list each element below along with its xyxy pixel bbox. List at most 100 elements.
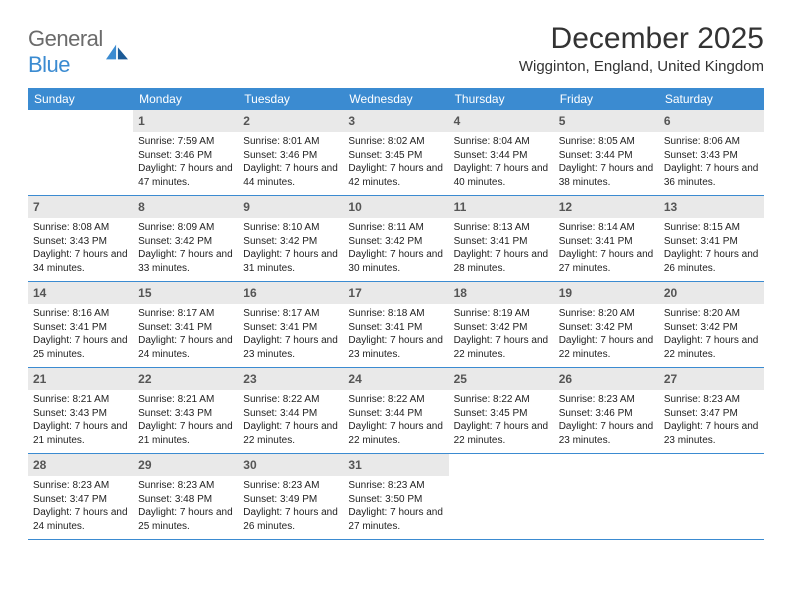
dow-cell: Wednesday	[343, 88, 448, 110]
day-cell: 15Sunrise: 8:17 AMSunset: 3:41 PMDayligh…	[133, 282, 238, 367]
sunrise-line: Sunrise: 8:23 AM	[559, 393, 654, 407]
sunset-line: Sunset: 3:45 PM	[454, 407, 549, 421]
daynum-row: 5	[554, 110, 659, 132]
day-number: 27	[664, 372, 677, 386]
day-number: 1	[138, 114, 145, 128]
daylight-line: Daylight: 7 hours and 26 minutes.	[664, 248, 759, 275]
daynum-row: 21	[28, 368, 133, 390]
dow-cell: Saturday	[659, 88, 764, 110]
daynum-row: 17	[343, 282, 448, 304]
daylight-line: Daylight: 7 hours and 27 minutes.	[348, 506, 443, 533]
day-cell: 9Sunrise: 8:10 AMSunset: 3:42 PMDaylight…	[238, 196, 343, 281]
daynum-row: 4	[449, 110, 554, 132]
daylight-line: Daylight: 7 hours and 26 minutes.	[243, 506, 338, 533]
sunrise-line: Sunrise: 8:23 AM	[664, 393, 759, 407]
sunset-line: Sunset: 3:44 PM	[454, 149, 549, 163]
sunrise-line: Sunrise: 8:23 AM	[33, 479, 128, 493]
day-number: 10	[348, 200, 361, 214]
sunrise-line: Sunrise: 7:59 AM	[138, 135, 233, 149]
day-cell: 26Sunrise: 8:23 AMSunset: 3:46 PMDayligh…	[554, 368, 659, 453]
day-number: 17	[348, 286, 361, 300]
sail-icon	[106, 44, 128, 60]
calendar-grid: SundayMondayTuesdayWednesdayThursdayFrid…	[28, 88, 764, 540]
day-cell: 4 Sunrise: 8:04 AMSunset: 3:44 PMDaylight…	[449, 110, 554, 195]
sunset-line: Sunset: 3:43 PM	[138, 407, 233, 421]
daynum-row: 18	[449, 282, 554, 304]
sunset-line: Sunset: 3:42 PM	[664, 321, 759, 335]
day-number: 7	[33, 200, 40, 214]
dow-cell: Sunday	[28, 88, 133, 110]
daylight-line: Daylight: 7 hours and 23 minutes.	[664, 420, 759, 447]
sunrise-line: Sunrise: 8:20 AM	[559, 307, 654, 321]
dow-cell: Monday	[133, 88, 238, 110]
day-cell	[28, 110, 133, 195]
daynum-row: 6	[659, 110, 764, 132]
daylight-line: Daylight: 7 hours and 21 minutes.	[33, 420, 128, 447]
day-cell: 12Sunrise: 8:14 AMSunset: 3:41 PMDayligh…	[554, 196, 659, 281]
day-number: 11	[454, 200, 467, 214]
week-row: 1Sunrise: 7:59 AMSunset: 3:46 PMDaylight…	[28, 110, 764, 196]
dow-row: SundayMondayTuesdayWednesdayThursdayFrid…	[28, 88, 764, 110]
day-cell: 17Sunrise: 8:18 AMSunset: 3:41 PMDayligh…	[343, 282, 448, 367]
daylight-line: Daylight: 7 hours and 23 minutes.	[559, 420, 654, 447]
sunrise-line: Sunrise: 8:17 AM	[243, 307, 338, 321]
sunrise-line: Sunrise: 8:20 AM	[664, 307, 759, 321]
daynum-row: 10	[343, 196, 448, 218]
day-cell: 27Sunrise: 8:23 AMSunset: 3:47 PMDayligh…	[659, 368, 764, 453]
day-number: 15	[138, 286, 151, 300]
day-cell: 21Sunrise: 8:21 AMSunset: 3:43 PMDayligh…	[28, 368, 133, 453]
daynum-row: 25	[449, 368, 554, 390]
sunrise-line: Sunrise: 8:14 AM	[559, 221, 654, 235]
sunrise-line: Sunrise: 8:21 AM	[33, 393, 128, 407]
sunrise-line: Sunrise: 8:15 AM	[664, 221, 759, 235]
week-row: 7Sunrise: 8:08 AMSunset: 3:43 PMDaylight…	[28, 196, 764, 282]
daynum-row: 15	[133, 282, 238, 304]
sunset-line: Sunset: 3:50 PM	[348, 493, 443, 507]
daylight-line: Daylight: 7 hours and 27 minutes.	[559, 248, 654, 275]
day-cell: 2Sunrise: 8:01 AMSunset: 3:46 PMDaylight…	[238, 110, 343, 195]
day-cell: 13 Sunrise: 8:15 AMSunset: 3:41 PMDayligh…	[659, 196, 764, 281]
day-number: 14	[33, 286, 46, 300]
day-number: 8	[138, 200, 145, 214]
sunset-line: Sunset: 3:42 PM	[454, 321, 549, 335]
sunset-line: Sunset: 3:42 PM	[243, 235, 338, 249]
header: General Blue December 2025 Wigginton, En…	[28, 22, 764, 78]
daynum-row: 13	[659, 196, 764, 218]
sunrise-line: Sunrise: 8:06 AM	[664, 135, 759, 149]
sunrise-line: Sunrise: 8:18 AM	[348, 307, 443, 321]
daynum-row: 30	[238, 454, 343, 476]
daynum-row: 27	[659, 368, 764, 390]
sunset-line: Sunset: 3:47 PM	[33, 493, 128, 507]
day-number: 25	[454, 372, 467, 386]
daylight-line: Daylight: 7 hours and 42 minutes.	[348, 162, 443, 189]
daylight-line: Daylight: 7 hours and 21 minutes.	[138, 420, 233, 447]
sunset-line: Sunset: 3:41 PM	[559, 235, 654, 249]
sunset-line: Sunset: 3:42 PM	[138, 235, 233, 249]
day-cell: 31Sunrise: 8:23 AMSunset: 3:50 PMDayligh…	[343, 454, 448, 539]
daylight-line: Daylight: 7 hours and 40 minutes.	[454, 162, 549, 189]
daynum-row: 29	[133, 454, 238, 476]
sunset-line: Sunset: 3:42 PM	[559, 321, 654, 335]
sunrise-line: Sunrise: 8:10 AM	[243, 221, 338, 235]
sunset-line: Sunset: 3:41 PM	[664, 235, 759, 249]
sunrise-line: Sunrise: 8:19 AM	[454, 307, 549, 321]
sunset-line: Sunset: 3:41 PM	[138, 321, 233, 335]
daylight-line: Daylight: 7 hours and 38 minutes.	[559, 162, 654, 189]
day-cell	[554, 454, 659, 539]
day-cell: 16Sunrise: 8:17 AMSunset: 3:41 PMDayligh…	[238, 282, 343, 367]
title-block: December 2025 Wigginton, England, United…	[519, 22, 764, 75]
sunset-line: Sunset: 3:41 PM	[348, 321, 443, 335]
daylight-line: Daylight: 7 hours and 22 minutes.	[243, 420, 338, 447]
day-cell: 10Sunrise: 8:11 AMSunset: 3:42 PMDayligh…	[343, 196, 448, 281]
sunrise-line: Sunrise: 8:04 AM	[454, 135, 549, 149]
sunrise-line: Sunrise: 8:23 AM	[348, 479, 443, 493]
day-number: 16	[243, 286, 256, 300]
day-number: 5	[559, 114, 566, 128]
sunrise-line: Sunrise: 8:22 AM	[243, 393, 338, 407]
daylight-line: Daylight: 7 hours and 22 minutes.	[454, 420, 549, 447]
sunset-line: Sunset: 3:49 PM	[243, 493, 338, 507]
day-cell: 1Sunrise: 7:59 AMSunset: 3:46 PMDaylight…	[133, 110, 238, 195]
daynum-row: 8	[133, 196, 238, 218]
day-cell: 22Sunrise: 8:21 AMSunset: 3:43 PMDayligh…	[133, 368, 238, 453]
day-number: 20	[664, 286, 677, 300]
